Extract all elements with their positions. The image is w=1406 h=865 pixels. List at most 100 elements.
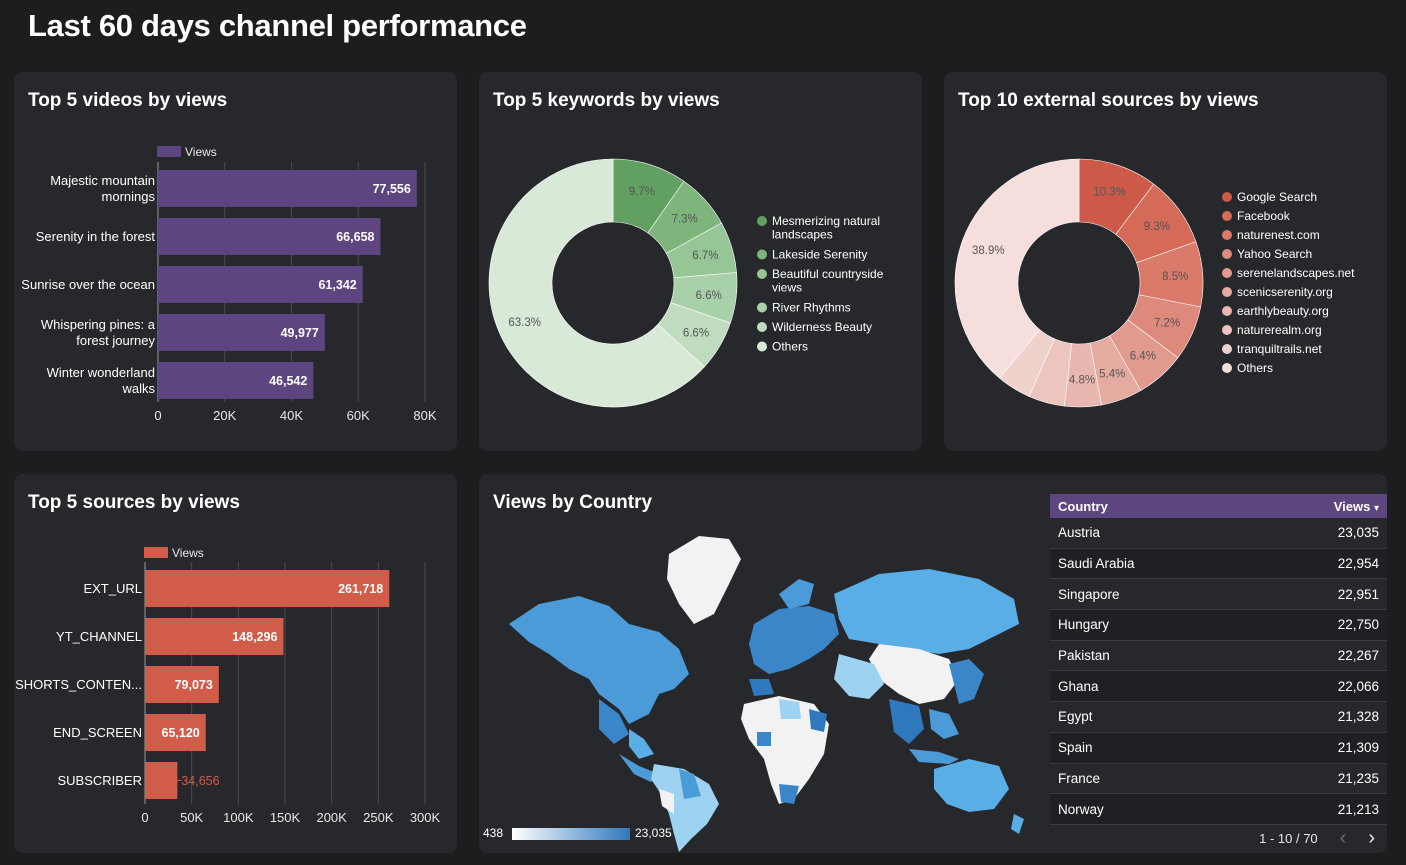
- donut-slice[interactable]: [954, 158, 1080, 379]
- next-page-icon[interactable]: ›: [1368, 827, 1375, 849]
- top-videos-title: Top 5 videos by views: [28, 90, 228, 111]
- slice-pct-label: 38.9%: [972, 245, 1005, 257]
- bar[interactable]: [158, 266, 363, 303]
- slice-pct-label: 9.7%: [629, 186, 655, 198]
- table-row[interactable]: Norway 21,213: [1050, 794, 1387, 825]
- slice-pct-label: 8.5%: [1162, 271, 1188, 283]
- x-tick-label: 100K: [223, 810, 254, 825]
- bar-category-label: SUBSCRIBER: [57, 773, 142, 788]
- table-row[interactable]: Egypt 21,328: [1050, 702, 1387, 733]
- bar-category-label: walks: [121, 381, 155, 396]
- table-row[interactable]: France 21,235: [1050, 763, 1387, 795]
- table-row[interactable]: Saudi Arabia 22,954: [1050, 548, 1387, 580]
- legend-label: Views: [172, 546, 204, 560]
- bar[interactable]: [145, 618, 284, 655]
- top-external-title: Top 10 external sources by views: [958, 90, 1259, 111]
- legend-label: Others: [1237, 361, 1273, 375]
- top-videos-card: Top 5 videos by views Views 0 20K 40K 60K 80K…: [14, 72, 457, 451]
- world-map[interactable]: [479, 474, 1039, 853]
- bar[interactable]: [158, 362, 314, 399]
- country-cell: Austria: [1058, 525, 1101, 541]
- bar-value-label: 77,556: [373, 182, 411, 196]
- pager-label: 1 - 10 / 70: [1259, 830, 1318, 846]
- legend-label: serenelandscapes.net: [1237, 266, 1355, 280]
- x-tick-label: 150K: [270, 810, 301, 825]
- legend-dot: [1222, 306, 1232, 316]
- country-cell: France: [1058, 770, 1101, 786]
- table-row[interactable]: Hungary 22,750: [1050, 610, 1387, 641]
- bar-value-label: 49,977: [281, 326, 319, 340]
- legend-label: Lakeside Serenity: [772, 248, 867, 262]
- legend-dot: [1222, 211, 1232, 221]
- views-cell: 22,750: [1337, 617, 1379, 633]
- bar[interactable]: [158, 218, 381, 255]
- bar-category-label: Sunrise over the ocean: [21, 277, 155, 292]
- bar-category-label: Whispering pines: a: [41, 317, 156, 332]
- legend-label: naturenest.com: [1237, 228, 1320, 242]
- bar[interactable]: [145, 570, 390, 607]
- legend-dot: [757, 341, 767, 352]
- x-tick-label: 60K: [347, 408, 370, 423]
- top-sources-chart: Views 0 50K 100K 150K 200K 250K 300K 261,718 EXT_…: [15, 546, 440, 825]
- bar-value-label: 46,542: [269, 374, 307, 388]
- views-cell: 22,951: [1337, 586, 1379, 602]
- table-row[interactable]: Ghana 22,066: [1050, 671, 1387, 703]
- table-row[interactable]: Pakistan 22,267: [1050, 640, 1387, 672]
- top-keywords-title: Top 5 keywords by views: [493, 90, 720, 111]
- views-column-label: Views: [1333, 498, 1371, 514]
- bar-value-label: 66,658: [336, 230, 374, 244]
- bar[interactable]: [158, 314, 325, 351]
- legend-label: Beautiful countryside: [772, 267, 884, 281]
- prev-page-icon[interactable]: ‹: [1339, 827, 1347, 849]
- bar[interactable]: [145, 714, 206, 751]
- legend-dot: [1222, 192, 1232, 202]
- legend-label: naturerealm.org: [1237, 323, 1322, 337]
- donut-slice[interactable]: [488, 158, 705, 408]
- legend-dot: [1222, 325, 1232, 335]
- bar[interactable]: [145, 762, 178, 799]
- bar[interactable]: [145, 666, 219, 703]
- slice-pct-label: 7.3%: [672, 213, 698, 225]
- map-scale-min: 438: [483, 826, 504, 840]
- legend-dot: [757, 322, 767, 332]
- slice-pct-label: 7.2%: [1154, 317, 1180, 329]
- top-sources-title: Top 5 sources by views: [28, 492, 240, 513]
- country-column-header[interactable]: Country: [1058, 498, 1108, 514]
- sort-desc-icon: ▾: [1373, 502, 1379, 514]
- bar-category-label: SHORTS_CONTEN...: [15, 677, 142, 692]
- bar-value-label: 148,296: [232, 630, 277, 644]
- table-row[interactable]: Singapore 22,951: [1050, 579, 1387, 611]
- country-cell: Spain: [1058, 740, 1093, 756]
- legend-dot: [757, 269, 767, 279]
- slice-pct-label: 6.4%: [1130, 350, 1156, 362]
- table-row[interactable]: Austria 23,035: [1050, 518, 1387, 549]
- x-tick-label: 250K: [363, 810, 394, 825]
- bar-category-label: Majestic mountain: [50, 173, 155, 188]
- x-tick-label: 0: [141, 810, 148, 825]
- country-table-body: Austria 23,035 Saudi Arabia 22,954 Singapore…: [1050, 518, 1387, 825]
- legend-label: Wilderness Beauty: [772, 320, 872, 334]
- bar-category-label: mornings: [102, 189, 156, 204]
- legend-swatch: [157, 146, 181, 157]
- legend-label: earthlybeauty.org: [1237, 304, 1329, 318]
- bar-value-label: 34,656: [181, 774, 219, 788]
- slice-pct-label: 4.8%: [1069, 374, 1095, 386]
- views-cell: 22,267: [1337, 648, 1379, 664]
- legend-dot: [757, 302, 767, 313]
- table-row[interactable]: Spain 21,309: [1050, 732, 1387, 764]
- legend-dot: [757, 249, 767, 260]
- legend-label: Others: [772, 340, 808, 354]
- bar[interactable]: [158, 170, 417, 207]
- legend-label: Mesmerizing natural: [772, 214, 880, 228]
- x-tick-label: 0: [154, 408, 161, 423]
- legend-label: views: [772, 281, 802, 295]
- bar-category-label: forest journey: [76, 333, 155, 348]
- slice-pct-label: 6.6%: [696, 290, 722, 302]
- x-tick-label: 200K: [316, 810, 347, 825]
- views-cell: 21,213: [1337, 801, 1379, 817]
- views-cell: 21,235: [1337, 770, 1379, 786]
- legend-dot: [1222, 287, 1232, 297]
- views-column-header[interactable]: Views ▾: [1334, 499, 1379, 514]
- bar-category-label: EXT_URL: [83, 581, 142, 596]
- top-sources-card: Top 5 sources by views Views 0 50K 100K 150K…: [14, 474, 457, 853]
